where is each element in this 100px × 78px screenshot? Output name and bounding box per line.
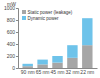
y-tick-label: 0 xyxy=(12,65,15,71)
y-tick-label: 400 xyxy=(7,41,16,47)
y-tick-mark xyxy=(16,44,18,45)
legend-label: Dynamic power xyxy=(28,16,60,21)
y-axis-title: mW xyxy=(7,1,16,7)
bar xyxy=(37,64,47,68)
legend-swatch xyxy=(22,16,26,20)
y-tick: 400 xyxy=(7,41,18,47)
y-tick: 200 xyxy=(7,53,18,59)
y-tick-label: 800 xyxy=(7,17,16,23)
y-tick-mark xyxy=(16,56,18,57)
legend-item: Dynamic power xyxy=(22,16,59,21)
bar xyxy=(52,56,62,63)
x-tick-label: 32 nm xyxy=(65,69,79,75)
y-axis: 02004006008001000 xyxy=(4,5,19,71)
bars xyxy=(22,18,92,68)
y-tick-mark xyxy=(16,8,18,9)
bar xyxy=(67,45,77,58)
bar xyxy=(22,64,32,66)
y-tick: 800 xyxy=(7,17,18,23)
x-tick: 22 nm xyxy=(80,68,94,75)
y-tick-label: 200 xyxy=(7,53,16,59)
x-tick: 65 nm xyxy=(36,68,50,75)
y-tick: 0 xyxy=(12,65,18,71)
y-tick: 600 xyxy=(7,29,18,35)
x-tick: 32 nm xyxy=(65,68,79,75)
x-tick-label: 65 nm xyxy=(36,69,50,75)
bar xyxy=(67,58,77,68)
x-tick-label: 22 nm xyxy=(80,69,94,75)
legend-item: Static power (leakage) xyxy=(22,10,73,15)
bar xyxy=(82,18,92,45)
x-tick: 90 nm xyxy=(21,68,35,75)
y-tick-mark xyxy=(16,32,18,33)
x-tick: 45 nm xyxy=(51,68,65,75)
plot: 0200400600800100090 nm65 nm45 nm32 nm22 … xyxy=(4,5,98,74)
legend: Static power (leakage)Dynamic power xyxy=(22,10,73,21)
chart: 0200400600800100090 nm65 nm45 nm32 nm22 … xyxy=(0,0,100,78)
y-tick-mark xyxy=(16,20,18,21)
bar xyxy=(52,63,62,68)
x-tick-label: 90 nm xyxy=(21,69,35,75)
x-axis: 90 nm65 nm45 nm32 nm22 nm xyxy=(19,68,98,75)
y-tick-mark xyxy=(16,68,18,69)
bar xyxy=(82,45,92,68)
x-tick-label: 45 nm xyxy=(51,69,65,75)
bar xyxy=(37,60,47,65)
y-axis-line xyxy=(16,9,19,69)
legend-swatch xyxy=(22,10,26,14)
legend-label: Static power (leakage) xyxy=(28,10,73,15)
y-tick-label: 600 xyxy=(7,29,16,35)
